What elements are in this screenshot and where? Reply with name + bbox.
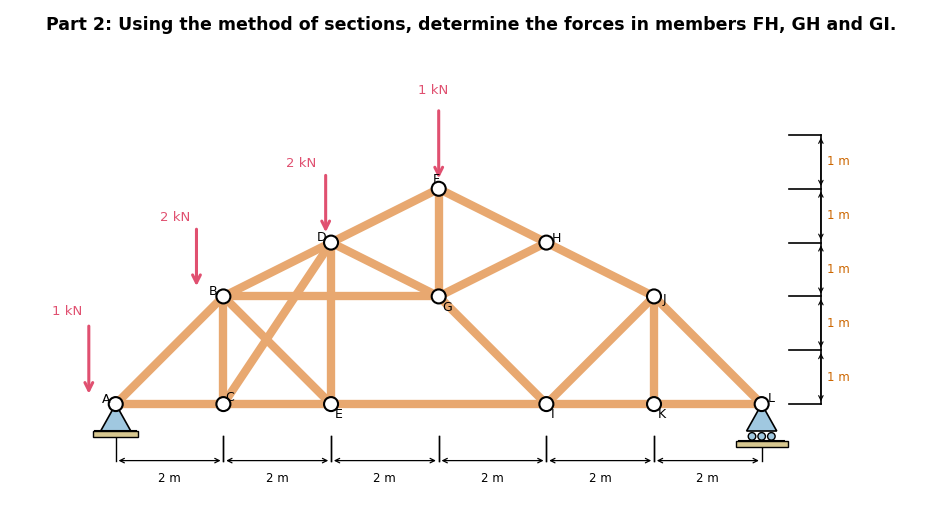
Text: 1 m: 1 m (827, 263, 850, 276)
Circle shape (748, 433, 755, 440)
Circle shape (768, 433, 775, 440)
Text: G: G (442, 300, 451, 314)
Text: 1 m: 1 m (827, 371, 850, 384)
Circle shape (647, 397, 661, 411)
Text: D: D (317, 231, 326, 244)
Text: I: I (551, 408, 555, 422)
Text: K: K (658, 408, 666, 422)
Text: F: F (432, 172, 440, 186)
Circle shape (540, 235, 553, 250)
Text: J: J (663, 293, 667, 306)
Text: 2 m: 2 m (373, 472, 397, 486)
Text: 2 m: 2 m (481, 472, 504, 486)
Text: 2 m: 2 m (158, 472, 181, 486)
Text: Part 2: Using the method of sections, determine the forces in members FH, GH and: Part 2: Using the method of sections, de… (46, 16, 896, 34)
Text: 2 m: 2 m (266, 472, 288, 486)
Polygon shape (736, 441, 788, 447)
Circle shape (324, 397, 338, 411)
Text: 1 m: 1 m (827, 209, 850, 222)
Text: B: B (208, 285, 217, 297)
Circle shape (758, 433, 766, 440)
Circle shape (217, 289, 231, 304)
Text: 1 kN: 1 kN (418, 84, 448, 97)
Text: 1 m: 1 m (827, 156, 850, 168)
Text: L: L (768, 392, 775, 405)
Text: A: A (102, 393, 110, 406)
Text: 1 kN: 1 kN (52, 305, 82, 318)
Circle shape (217, 397, 231, 411)
Circle shape (755, 397, 769, 411)
Text: 2 m: 2 m (589, 472, 611, 486)
Circle shape (324, 235, 338, 250)
Text: C: C (225, 391, 235, 404)
Polygon shape (93, 431, 138, 437)
Circle shape (540, 397, 553, 411)
Text: E: E (335, 408, 343, 422)
Text: 2 kN: 2 kN (286, 157, 317, 170)
Circle shape (647, 289, 661, 304)
Text: 1 m: 1 m (827, 317, 850, 330)
Circle shape (108, 397, 122, 411)
Polygon shape (101, 404, 131, 431)
Circle shape (431, 182, 446, 196)
Polygon shape (747, 404, 777, 431)
Text: 2 m: 2 m (696, 472, 720, 486)
Text: 2 kN: 2 kN (160, 211, 190, 224)
Text: H: H (551, 232, 560, 245)
Circle shape (431, 289, 446, 304)
